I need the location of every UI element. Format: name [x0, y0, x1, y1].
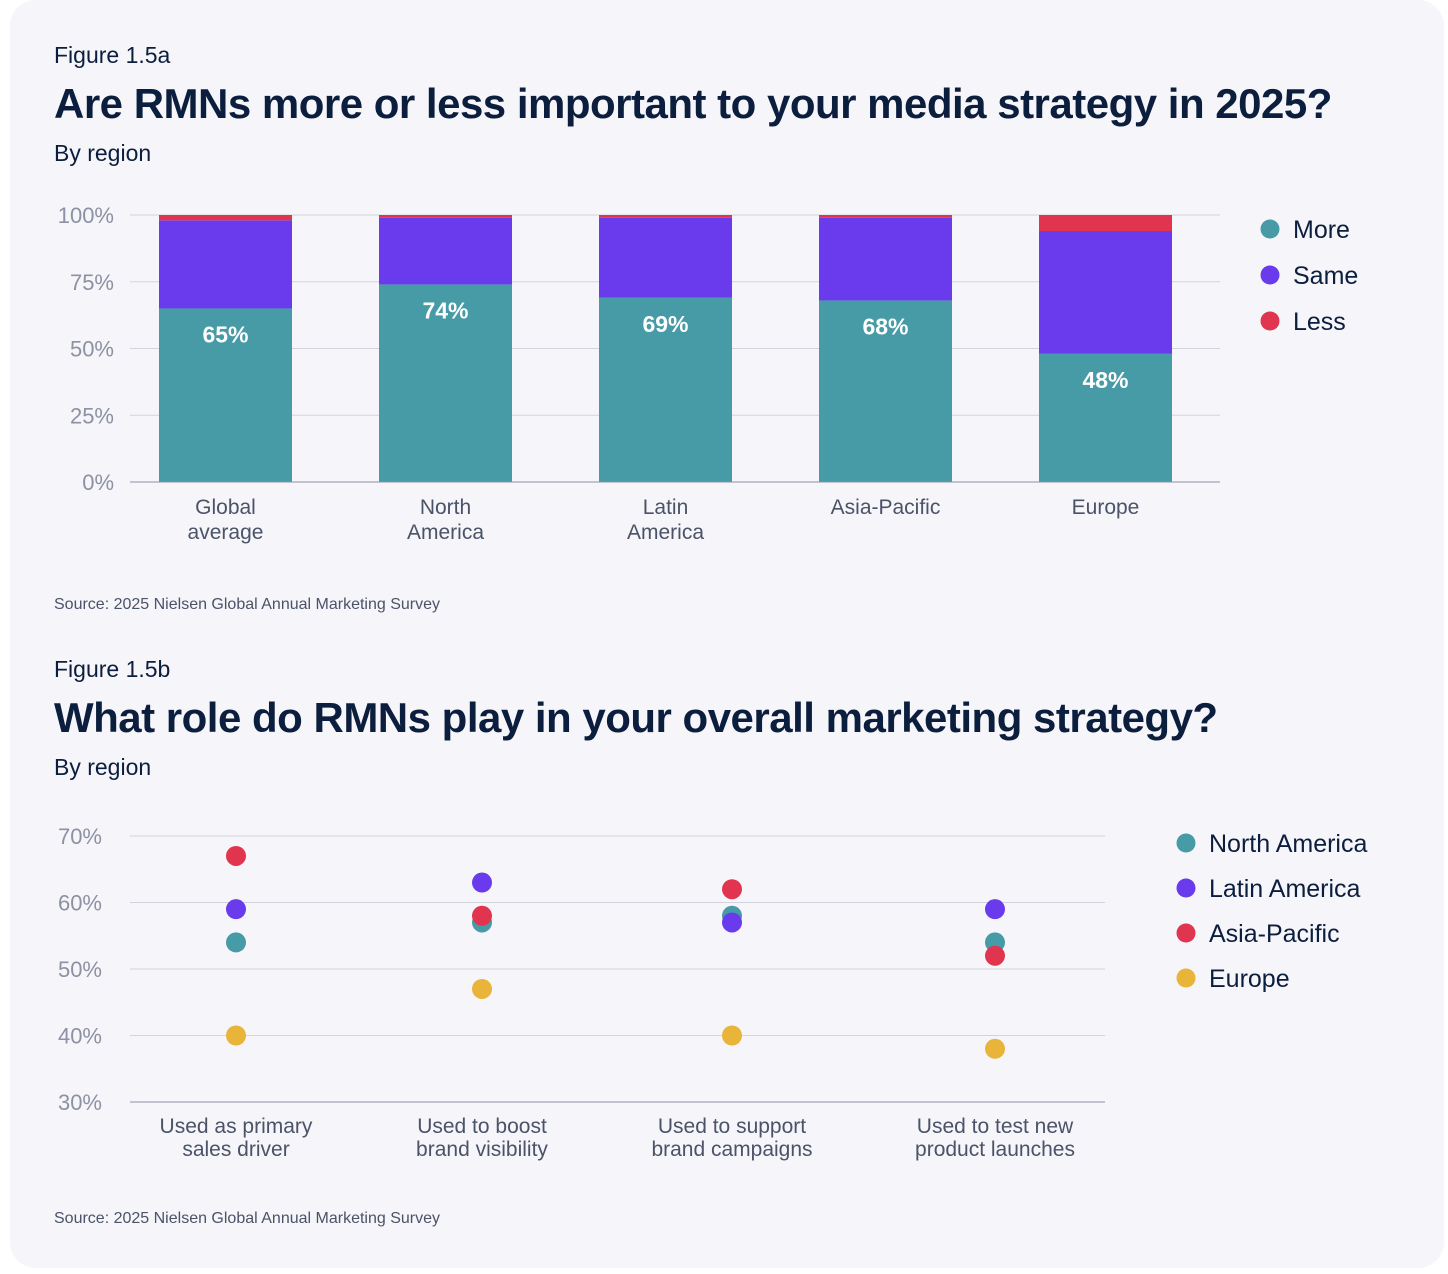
x-category-label: product launches: [915, 1138, 1075, 1161]
x-category-label: Asia-Pacific: [831, 496, 941, 519]
bar-segment-same: [159, 220, 292, 309]
legend-dot-more: [1260, 219, 1280, 239]
data-point-europe: [472, 978, 492, 999]
figure-a-subtitle: By region: [54, 140, 152, 166]
bar-segment-less: [599, 215, 732, 218]
y-tick-label: 70%: [58, 824, 102, 849]
y-tick-label: 100%: [58, 203, 114, 228]
legend-dot-less: [1260, 311, 1280, 331]
bar-segment-more: [819, 300, 952, 482]
legend-label: Same: [1293, 262, 1358, 290]
x-category-label: America: [407, 521, 484, 544]
y-tick-label: 50%: [58, 957, 102, 982]
data-point-latin-america: [985, 899, 1005, 920]
data-label: 69%: [642, 311, 688, 337]
figure-b-title: What role do RMNs play in your overall m…: [54, 694, 1218, 741]
bar-segment-less: [819, 215, 952, 218]
y-tick-label: 25%: [70, 403, 114, 428]
data-label: 65%: [202, 321, 248, 347]
data-point-latin-america: [722, 912, 742, 933]
legend-label: Less: [1293, 308, 1346, 336]
legend-dot-asia-pacific: [1176, 923, 1196, 943]
legend-label: North America: [1209, 830, 1367, 858]
legend-label: More: [1293, 216, 1350, 244]
x-category-label: Europe: [1072, 496, 1140, 519]
data-point-latin-america: [226, 899, 246, 920]
x-category-label: Used as primary: [160, 1115, 313, 1138]
x-category-label: sales driver: [182, 1138, 289, 1161]
bar-segment-same: [1039, 231, 1172, 354]
y-tick-label: 60%: [58, 891, 102, 916]
figure-b-subtitle: By region: [54, 754, 152, 780]
bar-segment-less: [379, 215, 512, 218]
data-label: 68%: [862, 313, 908, 339]
legend-label: Asia-Pacific: [1209, 920, 1340, 948]
figure-a-label: Figure 1.5a: [54, 42, 171, 68]
data-point-asia-pacific: [472, 905, 492, 926]
y-tick-label: 75%: [70, 270, 114, 295]
stacked-bar-chart: 0%25%50%75%100%65%Globalaverage74%NorthA…: [58, 203, 1359, 544]
figure-b-source: Source: 2025 Nielsen Global Annual Marke…: [54, 1210, 440, 1227]
data-label: 48%: [1082, 367, 1128, 393]
bar-segment-more: [599, 297, 732, 482]
legend-dot-latin-america: [1176, 878, 1196, 898]
figure-b-label: Figure 1.5b: [54, 656, 171, 682]
x-category-label: North: [420, 496, 471, 519]
y-tick-label: 0%: [82, 470, 114, 495]
x-category-label: Global: [195, 496, 256, 519]
x-category-label: Latin: [643, 496, 689, 519]
bar-segment-less: [159, 215, 292, 221]
data-point-north-america: [226, 932, 246, 953]
bar-segment-more: [1039, 353, 1172, 482]
y-tick-label: 50%: [70, 337, 114, 362]
x-category-label: Used to test new: [917, 1115, 1074, 1138]
x-category-label: average: [188, 521, 264, 544]
report-card: [10, 0, 1444, 1268]
x-category-label: America: [627, 521, 704, 544]
x-category-label: brand campaigns: [651, 1138, 812, 1161]
y-tick-label: 40%: [58, 1024, 102, 1049]
legend-label: Europe: [1209, 965, 1290, 993]
data-point-latin-america: [472, 872, 492, 893]
data-point-asia-pacific: [985, 945, 1005, 966]
x-category-label: brand visibility: [416, 1138, 548, 1161]
bar-segment-more: [159, 308, 292, 482]
legend-dot-north-america: [1176, 833, 1196, 853]
bar-segment-same: [599, 217, 732, 298]
legend-dot-same: [1260, 265, 1280, 285]
bar-segment-same: [819, 217, 952, 301]
bar-segment-same: [379, 217, 512, 285]
data-point-asia-pacific: [226, 845, 246, 866]
data-point-europe: [226, 1025, 246, 1046]
bar-segment-less: [1039, 215, 1172, 232]
data-point-europe: [985, 1038, 1005, 1059]
x-category-label: Used to boost: [417, 1115, 547, 1138]
data-point-asia-pacific: [722, 879, 742, 900]
legend-dot-europe: [1176, 968, 1196, 988]
data-label: 74%: [422, 297, 468, 323]
legend-label: Latin America: [1209, 875, 1361, 903]
bar-segment-more: [379, 284, 512, 482]
data-point-europe: [722, 1025, 742, 1046]
y-tick-label: 30%: [58, 1090, 102, 1115]
x-category-label: Used to support: [658, 1115, 806, 1138]
figure-a-title: Are RMNs more or less important to your …: [54, 80, 1332, 127]
figure-a-source: Source: 2025 Nielsen Global Annual Marke…: [54, 596, 440, 613]
